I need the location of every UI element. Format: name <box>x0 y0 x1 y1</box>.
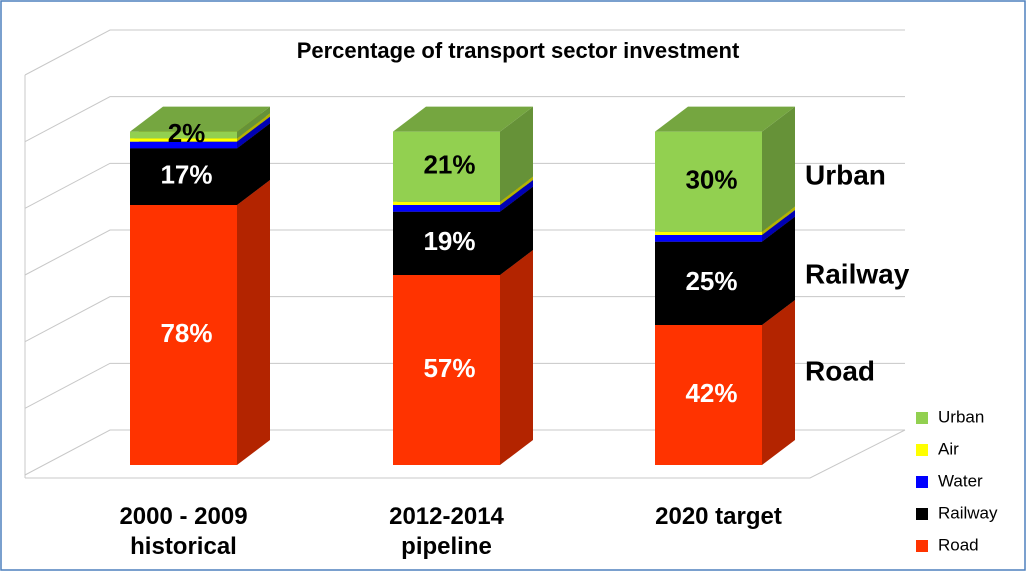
bar-front <box>393 211 500 275</box>
x-tick-label: 2020 target <box>655 503 782 530</box>
legend-swatch <box>916 412 928 424</box>
value-label: 2% <box>168 118 206 148</box>
grid-line <box>24 229 905 276</box>
bar-front <box>655 131 762 232</box>
bar-side <box>762 206 795 235</box>
value-label: 78% <box>160 318 212 348</box>
value-label: 57% <box>423 353 475 383</box>
legend-label: Water <box>938 471 983 490</box>
legend-swatch <box>916 476 928 488</box>
bar-front <box>130 131 237 139</box>
bar-front <box>655 241 762 325</box>
legend-swatch <box>916 508 928 520</box>
legend-swatch <box>916 444 928 456</box>
grid-line <box>24 362 905 409</box>
bar-side <box>500 106 533 202</box>
bar-side <box>237 106 270 139</box>
bar-front <box>393 205 500 212</box>
bar-front <box>130 141 237 149</box>
bar-top <box>130 106 270 132</box>
value-label: 42% <box>685 378 737 408</box>
bar-front <box>130 205 237 465</box>
bar-side <box>762 216 795 325</box>
value-label: 17% <box>160 160 212 190</box>
x-tick-label: 2000 - 2009 historical <box>119 503 248 560</box>
bar-side <box>237 123 270 205</box>
bar-side <box>237 113 270 142</box>
bar-side <box>237 180 270 465</box>
bar-side <box>500 180 533 212</box>
bar-front <box>393 201 500 205</box>
value-label: 21% <box>423 150 475 180</box>
x-tick-label: 2012-2014 pipeline <box>389 503 504 560</box>
bar-front <box>130 148 237 205</box>
bar-side <box>762 300 795 465</box>
bar-side <box>762 210 795 242</box>
bar-side <box>500 176 533 205</box>
bar-top <box>393 106 533 132</box>
bar-side <box>500 250 533 465</box>
floor-edge <box>25 429 906 479</box>
bar-side <box>237 116 270 149</box>
grid <box>24 29 906 479</box>
bar-segment <box>130 106 270 139</box>
annotation: Urban <box>805 159 886 190</box>
grid-line <box>24 429 905 476</box>
legend-swatch <box>916 540 928 552</box>
value-label: 25% <box>685 266 737 296</box>
bar-front <box>655 235 762 242</box>
bars: 78% 17% 2% 57% 19% 21% 42% 25% 30% <box>130 106 795 465</box>
bar-front <box>130 138 237 142</box>
grid-line <box>24 162 905 209</box>
value-label: 19% <box>423 226 475 256</box>
annotation: Road <box>805 355 875 386</box>
grid-line <box>24 96 905 143</box>
bar-top <box>655 106 795 132</box>
grid-line <box>24 296 905 343</box>
bar-side <box>762 106 795 232</box>
legend-label: Urban <box>938 407 984 426</box>
legend-label: Air <box>938 439 959 458</box>
legend-label: Road <box>938 535 979 554</box>
value-label: 30% <box>685 165 737 195</box>
bar-front <box>655 325 762 465</box>
bar-side <box>500 186 533 275</box>
bar-segment <box>393 106 533 202</box>
bar-front <box>655 231 762 235</box>
bar-front <box>393 275 500 465</box>
bar-segment <box>655 106 795 232</box>
chart-title: Percentage of transport sector investmen… <box>297 38 740 63</box>
annotation: Railway <box>805 258 910 289</box>
grid-line <box>24 29 905 76</box>
legend-label: Railway <box>938 503 998 522</box>
bar-front <box>393 131 500 202</box>
